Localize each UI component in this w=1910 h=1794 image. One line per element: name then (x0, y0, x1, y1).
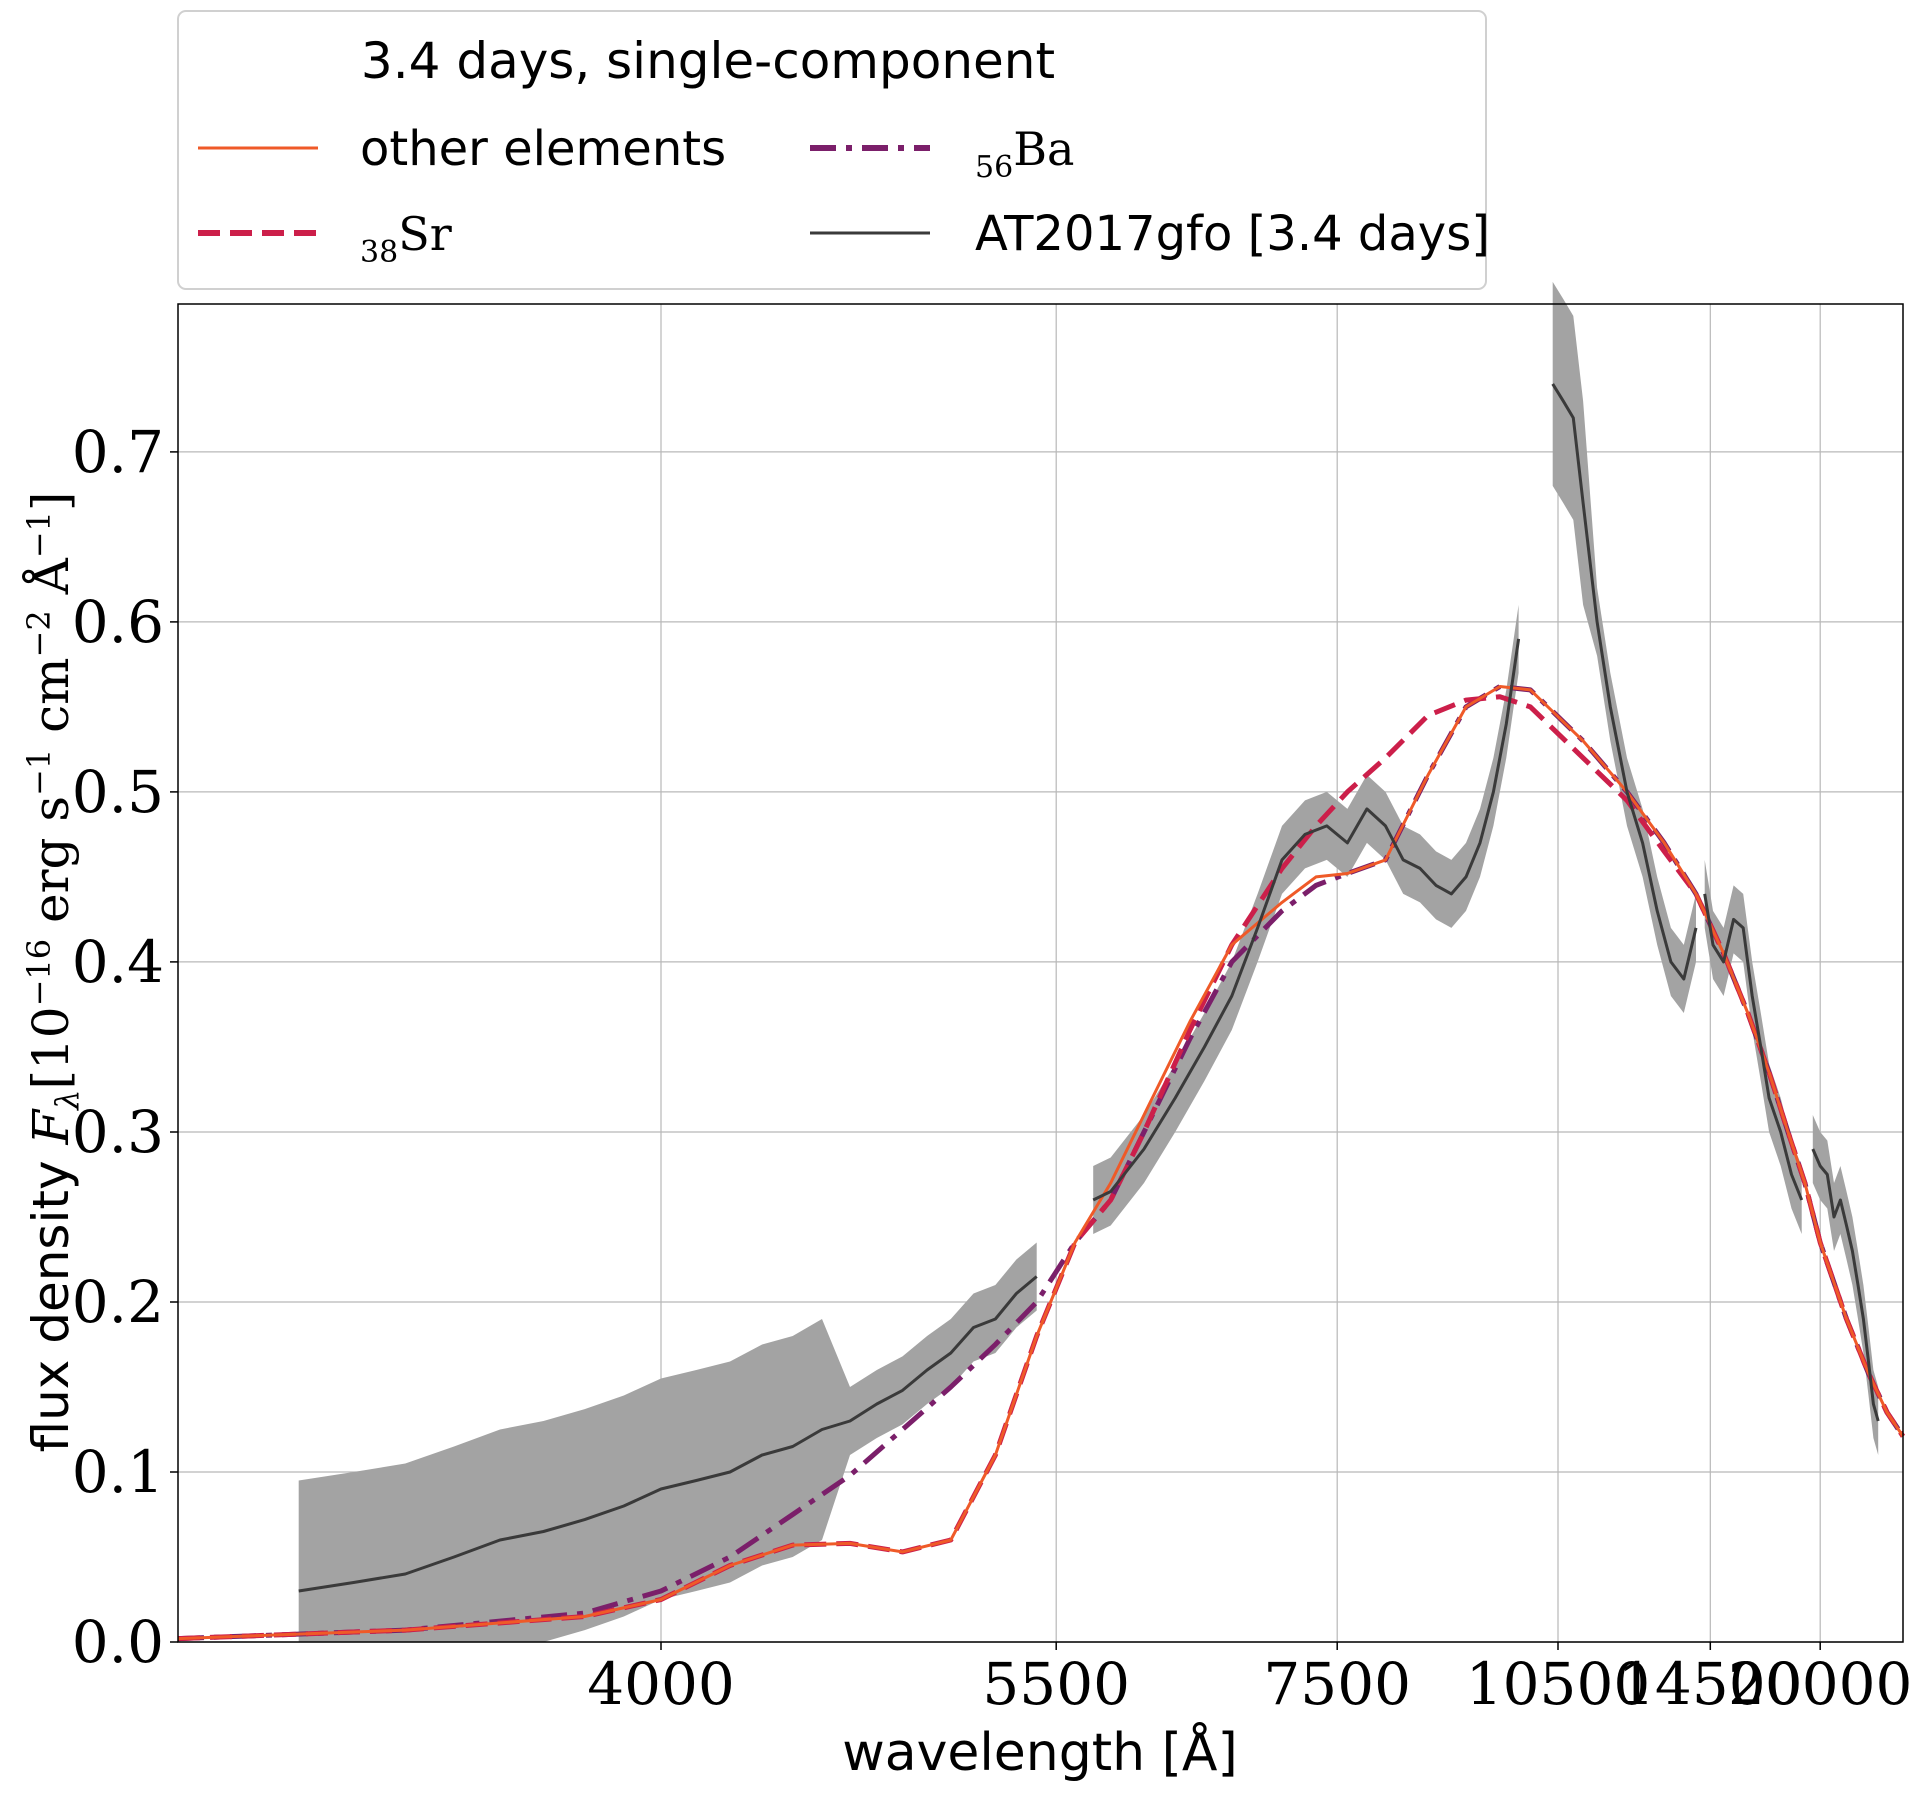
y-axis-label-unit4: Å (21, 557, 80, 610)
y-axis-label-exp3: −2 (20, 610, 58, 657)
x-tick-label: 20000 (1728, 1650, 1910, 1718)
x-axis-label: wavelength [Å] (842, 1721, 1238, 1783)
y-tick-label: 0.3 (72, 1098, 164, 1166)
observation-error-band (298, 1242, 1037, 1642)
y-axis-label-unit: [10 (22, 1006, 80, 1089)
series (177, 383, 1906, 1642)
legend: 3.4 days, single-component other element… (177, 10, 1490, 290)
series-line-at2017gfo (1092, 638, 1521, 1202)
legend-ba-element: Ba (1013, 122, 1074, 176)
legend-label-at2017gfo: AT2017gfo [3.4 days] (975, 206, 1490, 262)
observation-error-band (1812, 1115, 1879, 1455)
y-axis-label-exp1: −16 (20, 939, 58, 1007)
legend-ba-sub: 56 (975, 150, 1013, 185)
legend-label-sr: 38Sr (360, 207, 452, 270)
series-line-at2017gfo (1703, 893, 1804, 1201)
observation-error-band (1093, 604, 1519, 1234)
y-axis-label-close: ] (22, 492, 80, 512)
y-tick-label: 0.5 (72, 758, 164, 826)
x-tick-label: 10500 (1466, 1650, 1651, 1718)
legend-label-ba: 56Ba (975, 122, 1074, 185)
y-axis-label-prefix: flux density (22, 1145, 80, 1453)
x-tick-label: 4000 (587, 1650, 735, 1718)
legend-sr-sub: 38 (360, 235, 398, 270)
y-tick-label: 0.1 (72, 1438, 164, 1506)
y-tick-label: 0.2 (72, 1268, 164, 1336)
y-axis-label-unit2: erg s (22, 796, 80, 939)
observation-uncertainty-band (298, 281, 1879, 1642)
legend-sr-element: Sr (398, 207, 452, 261)
y-tick-label: 0.6 (72, 588, 164, 656)
grid (178, 304, 1903, 1643)
x-tick-label: 7500 (1263, 1650, 1411, 1718)
y-axis-label-unit3: cm (22, 657, 80, 748)
series-line-other-elements (177, 685, 1905, 1641)
legend-label-other-elements: other elements (360, 121, 726, 177)
x-tick-label: 14500 (1618, 1650, 1803, 1718)
y-tick-label: 0.7 (72, 418, 164, 486)
y-axis-label: flux density Fλ[10−16 erg s−1 cm−2 Å−1] (20, 492, 86, 1453)
y-axis-label-exp4: −1 (20, 511, 58, 558)
series-line-at2017gfo (298, 1275, 1038, 1593)
y-tick-label: 0.4 (72, 928, 164, 996)
legend-title: 3.4 days, single-component (361, 32, 1055, 90)
series-line-at2017gfo (1811, 1148, 1880, 1422)
plot-frame (177, 303, 1904, 1643)
series-line-at2017gfo (1551, 383, 1698, 981)
observation-error-band (1704, 859, 1802, 1234)
y-tick-label: 0.0 (72, 1608, 164, 1676)
y-axis-label-symbol: F (22, 1108, 80, 1146)
y-axis-label-exp2: −1 (20, 749, 58, 796)
x-tick-label: 5500 (982, 1650, 1130, 1718)
y-axis-label-subscript: λ (48, 1090, 86, 1112)
observation-error-band (1552, 281, 1696, 1013)
